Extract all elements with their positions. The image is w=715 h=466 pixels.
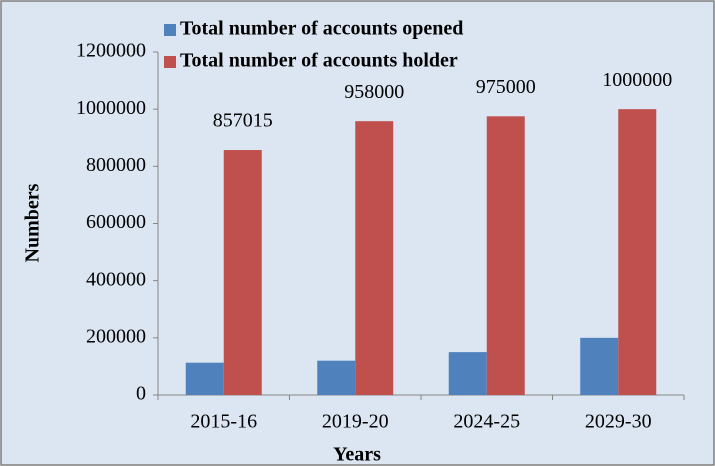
bar <box>486 116 525 395</box>
bar <box>580 337 619 395</box>
y-axis-label: Numbers <box>22 183 44 262</box>
x-tick-label: 2029-30 <box>585 411 652 433</box>
bar <box>223 150 262 395</box>
y-tick-label: 800000 <box>86 154 146 176</box>
data-label: 1000000 <box>602 69 672 91</box>
x-tick-label: 2024-25 <box>453 411 520 433</box>
data-label: 857015 <box>213 110 273 132</box>
data-label: 975000 <box>476 76 536 98</box>
x-tick-label: 2015-16 <box>190 411 257 433</box>
x-axis-label: Years <box>333 444 381 466</box>
legend-label: Total number of accounts holder <box>180 50 458 72</box>
x-tick-label: 2019-20 <box>322 411 389 433</box>
bar <box>618 109 657 396</box>
legend-swatch <box>164 56 176 68</box>
bar <box>448 352 487 395</box>
data-label: 958000 <box>344 81 404 103</box>
y-tick-label: 400000 <box>86 268 146 290</box>
legend-label: Total number of accounts opened <box>180 18 463 40</box>
legend-swatch <box>164 24 176 36</box>
y-tick-label: 1200000 <box>76 40 146 62</box>
y-tick-label: 1000000 <box>76 97 146 119</box>
bar <box>317 360 356 395</box>
bar <box>185 362 224 395</box>
y-tick-label: 600000 <box>86 211 146 233</box>
bar <box>355 121 394 396</box>
y-tick-label: 0 <box>136 383 146 405</box>
y-tick-label: 200000 <box>86 325 146 347</box>
